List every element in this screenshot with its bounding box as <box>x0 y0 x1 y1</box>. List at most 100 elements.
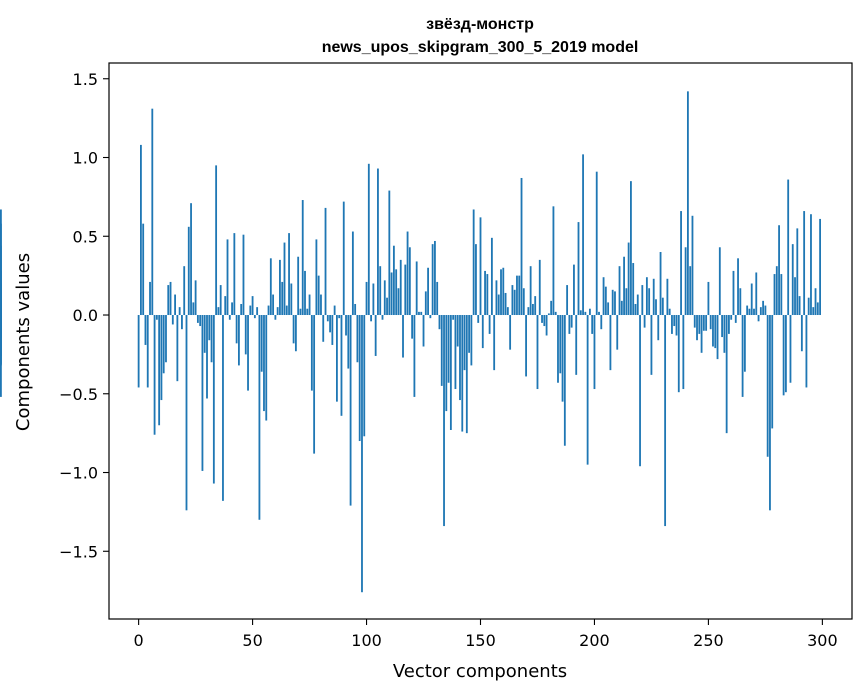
bar <box>643 315 646 328</box>
bar <box>379 266 382 316</box>
bar <box>415 261 418 316</box>
bar <box>408 247 411 316</box>
y-tick-label: 1.0 <box>73 149 98 168</box>
bar <box>604 286 607 316</box>
bar <box>700 315 703 353</box>
bar <box>454 315 457 390</box>
bar <box>436 281 439 316</box>
bar <box>297 256 300 316</box>
bar <box>192 302 195 316</box>
bar <box>686 91 689 316</box>
bar <box>636 294 639 316</box>
y-tick-label: −1.5 <box>59 542 98 561</box>
bar <box>190 203 192 316</box>
x-tick-label: 300 <box>807 631 838 650</box>
bar <box>233 233 236 316</box>
bar <box>160 315 163 401</box>
bar <box>217 307 220 316</box>
bar <box>477 315 480 323</box>
bar <box>627 242 630 316</box>
bar <box>563 315 566 446</box>
bar <box>260 315 263 372</box>
bar <box>664 315 667 527</box>
bar <box>509 315 512 350</box>
bar <box>511 285 514 316</box>
bar <box>479 217 482 316</box>
bar <box>566 285 569 316</box>
bar <box>502 267 505 316</box>
bar <box>158 315 161 426</box>
bar <box>791 244 794 316</box>
bar <box>210 315 213 363</box>
bar <box>673 315 676 327</box>
bar <box>404 264 407 316</box>
bar <box>543 315 546 327</box>
bar <box>698 315 701 334</box>
bar <box>249 305 252 316</box>
x-tick-label: 100 <box>351 631 382 650</box>
bar <box>422 315 425 347</box>
x-tick-label: 50 <box>242 631 262 650</box>
bar <box>490 237 493 316</box>
bar <box>162 315 165 374</box>
bar <box>819 218 821 316</box>
bar <box>666 278 669 316</box>
bar <box>347 315 350 369</box>
bar <box>354 303 357 316</box>
bar <box>320 294 322 316</box>
bar <box>634 303 637 316</box>
bar <box>648 288 651 316</box>
bar <box>534 296 537 316</box>
bar <box>814 288 817 316</box>
bar <box>470 315 473 366</box>
bar <box>737 258 739 316</box>
bar <box>559 315 562 374</box>
y-tick-label: −0.5 <box>59 385 98 404</box>
bar <box>525 315 527 377</box>
bar <box>431 244 434 316</box>
bar <box>306 308 309 316</box>
bar <box>329 315 331 333</box>
bar <box>591 315 594 334</box>
bar <box>402 315 404 358</box>
bar <box>538 259 541 316</box>
bar <box>743 315 746 372</box>
bar <box>600 315 603 330</box>
bar <box>762 300 765 316</box>
bar <box>240 303 243 316</box>
bar <box>757 315 760 322</box>
bar <box>787 179 790 316</box>
bar <box>552 206 555 316</box>
bar <box>739 288 742 316</box>
bar <box>399 259 402 316</box>
x-tick-label: 200 <box>579 631 610 650</box>
bar <box>440 315 443 386</box>
bar <box>618 266 621 316</box>
bar <box>732 270 735 316</box>
bar <box>383 280 386 316</box>
bar <box>146 315 149 388</box>
bar <box>427 267 429 316</box>
bar <box>547 313 550 316</box>
bar <box>406 231 409 316</box>
bar <box>397 288 400 316</box>
bar <box>345 315 347 336</box>
bar <box>632 263 635 316</box>
bar <box>750 283 753 316</box>
bar <box>705 315 708 331</box>
bar <box>657 315 660 341</box>
bar <box>276 307 279 316</box>
bar <box>351 231 354 316</box>
bar <box>545 315 548 336</box>
y-tick-label: 0.5 <box>73 227 98 246</box>
bar <box>313 315 316 454</box>
bar <box>269 258 272 316</box>
bar <box>390 272 393 316</box>
bar <box>639 315 641 467</box>
bar <box>527 307 530 316</box>
bar <box>780 274 783 316</box>
bar <box>573 264 575 316</box>
bar <box>340 315 343 416</box>
bar <box>420 311 423 316</box>
